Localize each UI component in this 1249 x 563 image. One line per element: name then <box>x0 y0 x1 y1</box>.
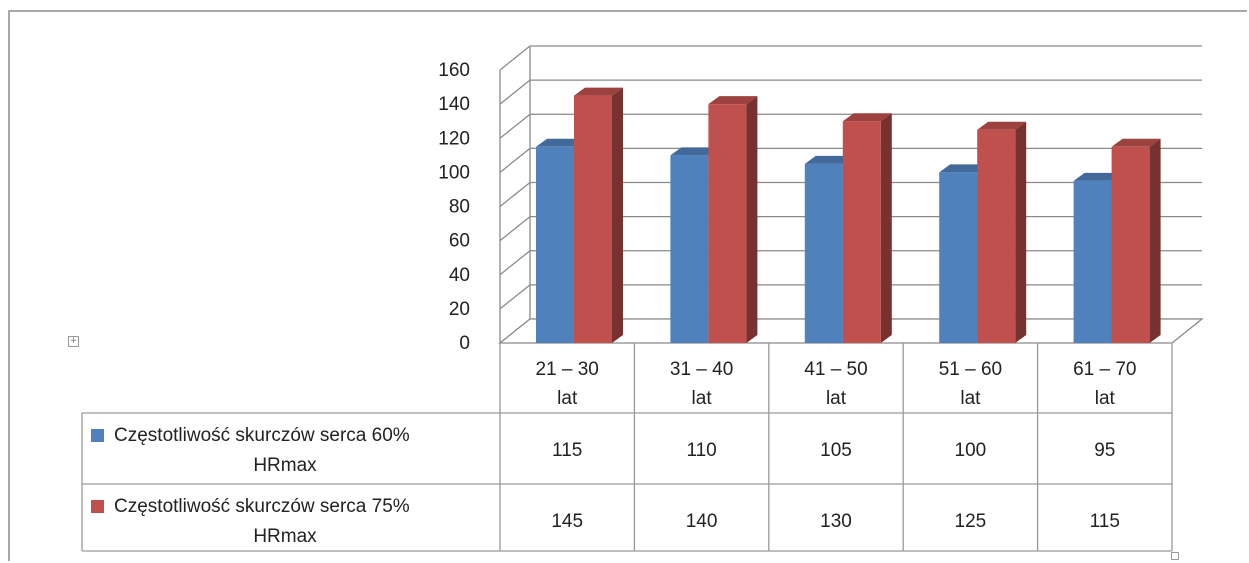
side-gridline <box>499 113 531 139</box>
bar-side-1 <box>1149 138 1161 343</box>
bar-top-0 <box>1073 172 1123 181</box>
y-tick-label: 100 <box>438 162 470 183</box>
data-label: 110 <box>686 440 716 461</box>
side-gridline <box>499 216 531 242</box>
x-tick-label: lat <box>960 388 981 409</box>
data-label: 125 <box>955 511 987 532</box>
bar-top-0 <box>670 147 720 156</box>
bar-series-0 <box>670 155 709 343</box>
x-tick-label: 31 – 40 <box>670 359 733 380</box>
y-tick-label: 80 <box>449 197 470 218</box>
legend-swatch-0 <box>91 429 104 442</box>
chart-frame <box>8 10 1247 561</box>
bar-side-1 <box>612 87 623 343</box>
resize-handle-icon[interactable] <box>1171 552 1179 560</box>
y-tick-label: 160 <box>438 60 470 81</box>
bar-top-0 <box>939 164 989 173</box>
data-label: 95 <box>1094 440 1115 461</box>
side-gridline <box>499 181 531 208</box>
y-tick-label: 0 <box>459 333 470 354</box>
bar-series-1 <box>1111 146 1150 343</box>
bar-top-1 <box>708 96 758 105</box>
y-tick-label: 140 <box>438 94 470 115</box>
move-anchor-icon[interactable]: + <box>68 336 79 347</box>
data-label: 140 <box>686 511 718 532</box>
x-tick-label: lat <box>1095 388 1116 409</box>
bar-top-1 <box>574 87 623 96</box>
x-tick-label: 41 – 50 <box>804 359 867 380</box>
data-label: 145 <box>551 511 583 532</box>
x-tick-label: lat <box>692 388 713 409</box>
data-label: 100 <box>955 440 987 461</box>
x-tick-label: lat <box>826 388 847 409</box>
data-label: 130 <box>820 511 852 532</box>
legend-swatch-1 <box>91 500 104 513</box>
legend-label: HRmax <box>253 455 317 476</box>
legend-label: Częstotliwość skurczów serca 75% <box>114 496 410 517</box>
bar-side-1 <box>746 96 758 343</box>
data-label: 105 <box>820 440 852 461</box>
y-tick-label: 120 <box>438 128 470 149</box>
x-tick-label: 51 – 60 <box>939 359 1002 380</box>
x-tick-label: lat <box>557 388 578 409</box>
side-gridline <box>499 79 531 105</box>
data-label: 115 <box>1090 511 1120 532</box>
bar-series-1 <box>842 121 881 343</box>
bar-top-1 <box>842 113 892 122</box>
bar-side-1 <box>880 113 892 343</box>
y-tick-label: 20 <box>449 299 470 320</box>
bar-series-1 <box>574 95 612 343</box>
side-gridline <box>499 284 531 310</box>
x-tick-label: 21 – 30 <box>535 359 598 380</box>
bar-side-1 <box>1015 121 1027 343</box>
bar-top-0 <box>804 155 854 164</box>
bar-series-0 <box>939 172 978 343</box>
y-tick-label: 60 <box>449 231 470 252</box>
bar-top-1 <box>977 121 1027 130</box>
y-tick-label: 40 <box>449 265 470 286</box>
bar-series-0 <box>536 146 574 343</box>
data-label: 115 <box>552 440 582 461</box>
bar-series-1 <box>708 104 747 343</box>
bar-series-1 <box>977 129 1016 343</box>
legend-label: Częstotliwość skurczów serca 60% <box>114 425 410 446</box>
side-gridline <box>499 250 531 276</box>
bar-top-1 <box>1111 138 1161 147</box>
x-tick-label: 61 – 70 <box>1073 359 1136 380</box>
side-gridline <box>499 147 531 173</box>
bar-series-0 <box>1073 180 1112 343</box>
side-gridline <box>499 45 531 71</box>
bar-series-0 <box>804 163 843 343</box>
bar-top-0 <box>536 138 585 147</box>
legend-label: HRmax <box>253 526 317 547</box>
